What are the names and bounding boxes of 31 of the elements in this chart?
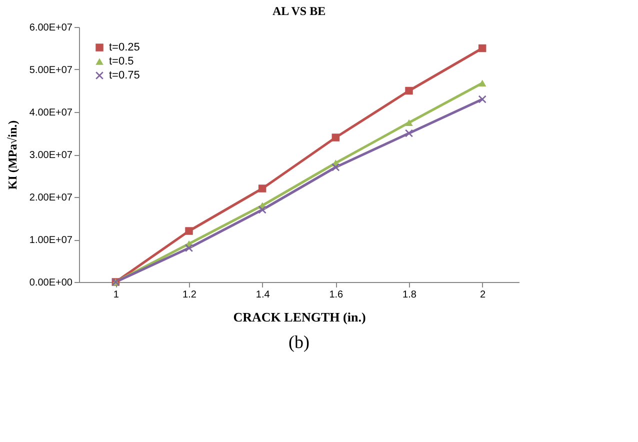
- point: [478, 95, 486, 104]
- y-tick-label: 4.00E+07: [29, 108, 73, 118]
- x-tick-label: 1.8: [402, 290, 417, 300]
- y-tick-label: 6.00E+07: [29, 22, 73, 34]
- point: [185, 227, 193, 235]
- x-tick-label: 1.2: [182, 290, 197, 300]
- x-tick-label: 1: [113, 290, 120, 300]
- point: [332, 163, 340, 172]
- x-tick-label: 2: [480, 290, 486, 300]
- y-tick-label: 3.00E+07: [29, 150, 73, 161]
- point: [405, 129, 413, 138]
- y-tick-label: 2.00E+07: [29, 192, 73, 204]
- point: [478, 80, 486, 86]
- legend-label: t=0.75: [109, 70, 140, 82]
- legend-label: t=0.25: [109, 42, 140, 54]
- point: [478, 44, 486, 52]
- point: [332, 134, 340, 142]
- point: [258, 206, 266, 214]
- y-tick-label: 5.00E+07: [29, 65, 73, 76]
- y-tick-label: 0.00E+00: [29, 278, 73, 288]
- x-axis-title: CRACK LENGTH (in.): [233, 310, 366, 324]
- point: [405, 86, 413, 95]
- y-tick-label: 1.00E+07: [29, 235, 73, 246]
- y-axis-title: KI (MPa√in.): [5, 120, 20, 190]
- x-tick-label: 1.4: [256, 290, 270, 300]
- x-tick-label: 1.6: [329, 290, 344, 300]
- point: [405, 119, 413, 126]
- text: (b): [288, 332, 310, 352]
- point: [258, 184, 266, 192]
- legend-label: t=0.5: [109, 56, 134, 68]
- chart-title: AL VS BE: [272, 4, 326, 18]
